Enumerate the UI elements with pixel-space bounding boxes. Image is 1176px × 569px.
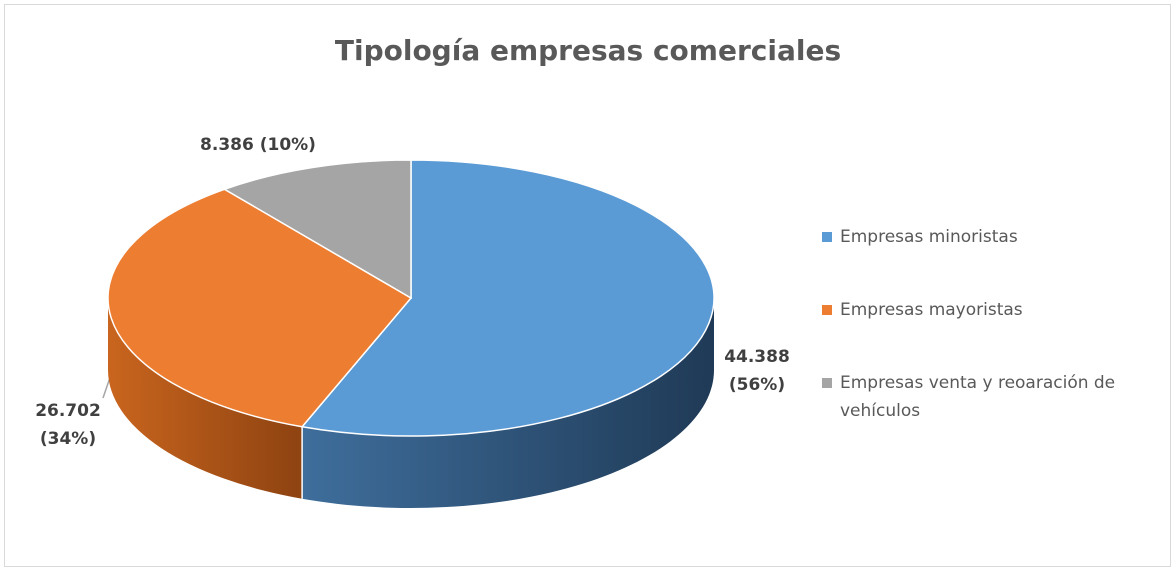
chart-title: Tipología empresas comerciales: [335, 34, 841, 67]
data-label-line: 44.388: [724, 347, 790, 367]
legend-label: Empresas venta y reoaración de vehículos: [840, 373, 1115, 421]
legend-label-line: Empresas venta y reoaración de: [840, 373, 1115, 393]
slice-side: [302, 298, 714, 508]
legend-label: Empresas mayoristas: [840, 300, 1023, 320]
slice: [107, 188, 413, 428]
data-label-line: (56%): [729, 375, 785, 395]
legend-swatch: [822, 305, 832, 315]
legend-swatch: [822, 232, 832, 242]
legend-label: Empresas minoristas: [840, 227, 1018, 247]
data-label-line: 26.702: [35, 401, 101, 421]
legend-swatch: [822, 378, 832, 388]
data-label: 44.388 (56%): [724, 347, 790, 395]
slice: [300, 159, 715, 437]
slice: [222, 159, 412, 300]
slice-side: [108, 298, 303, 499]
data-label: 8.386 (10%): [200, 135, 316, 155]
legend-label-line: vehículos: [840, 401, 920, 421]
data-label-line: (34%): [40, 429, 96, 449]
data-label: 26.702 (34%): [35, 401, 101, 449]
